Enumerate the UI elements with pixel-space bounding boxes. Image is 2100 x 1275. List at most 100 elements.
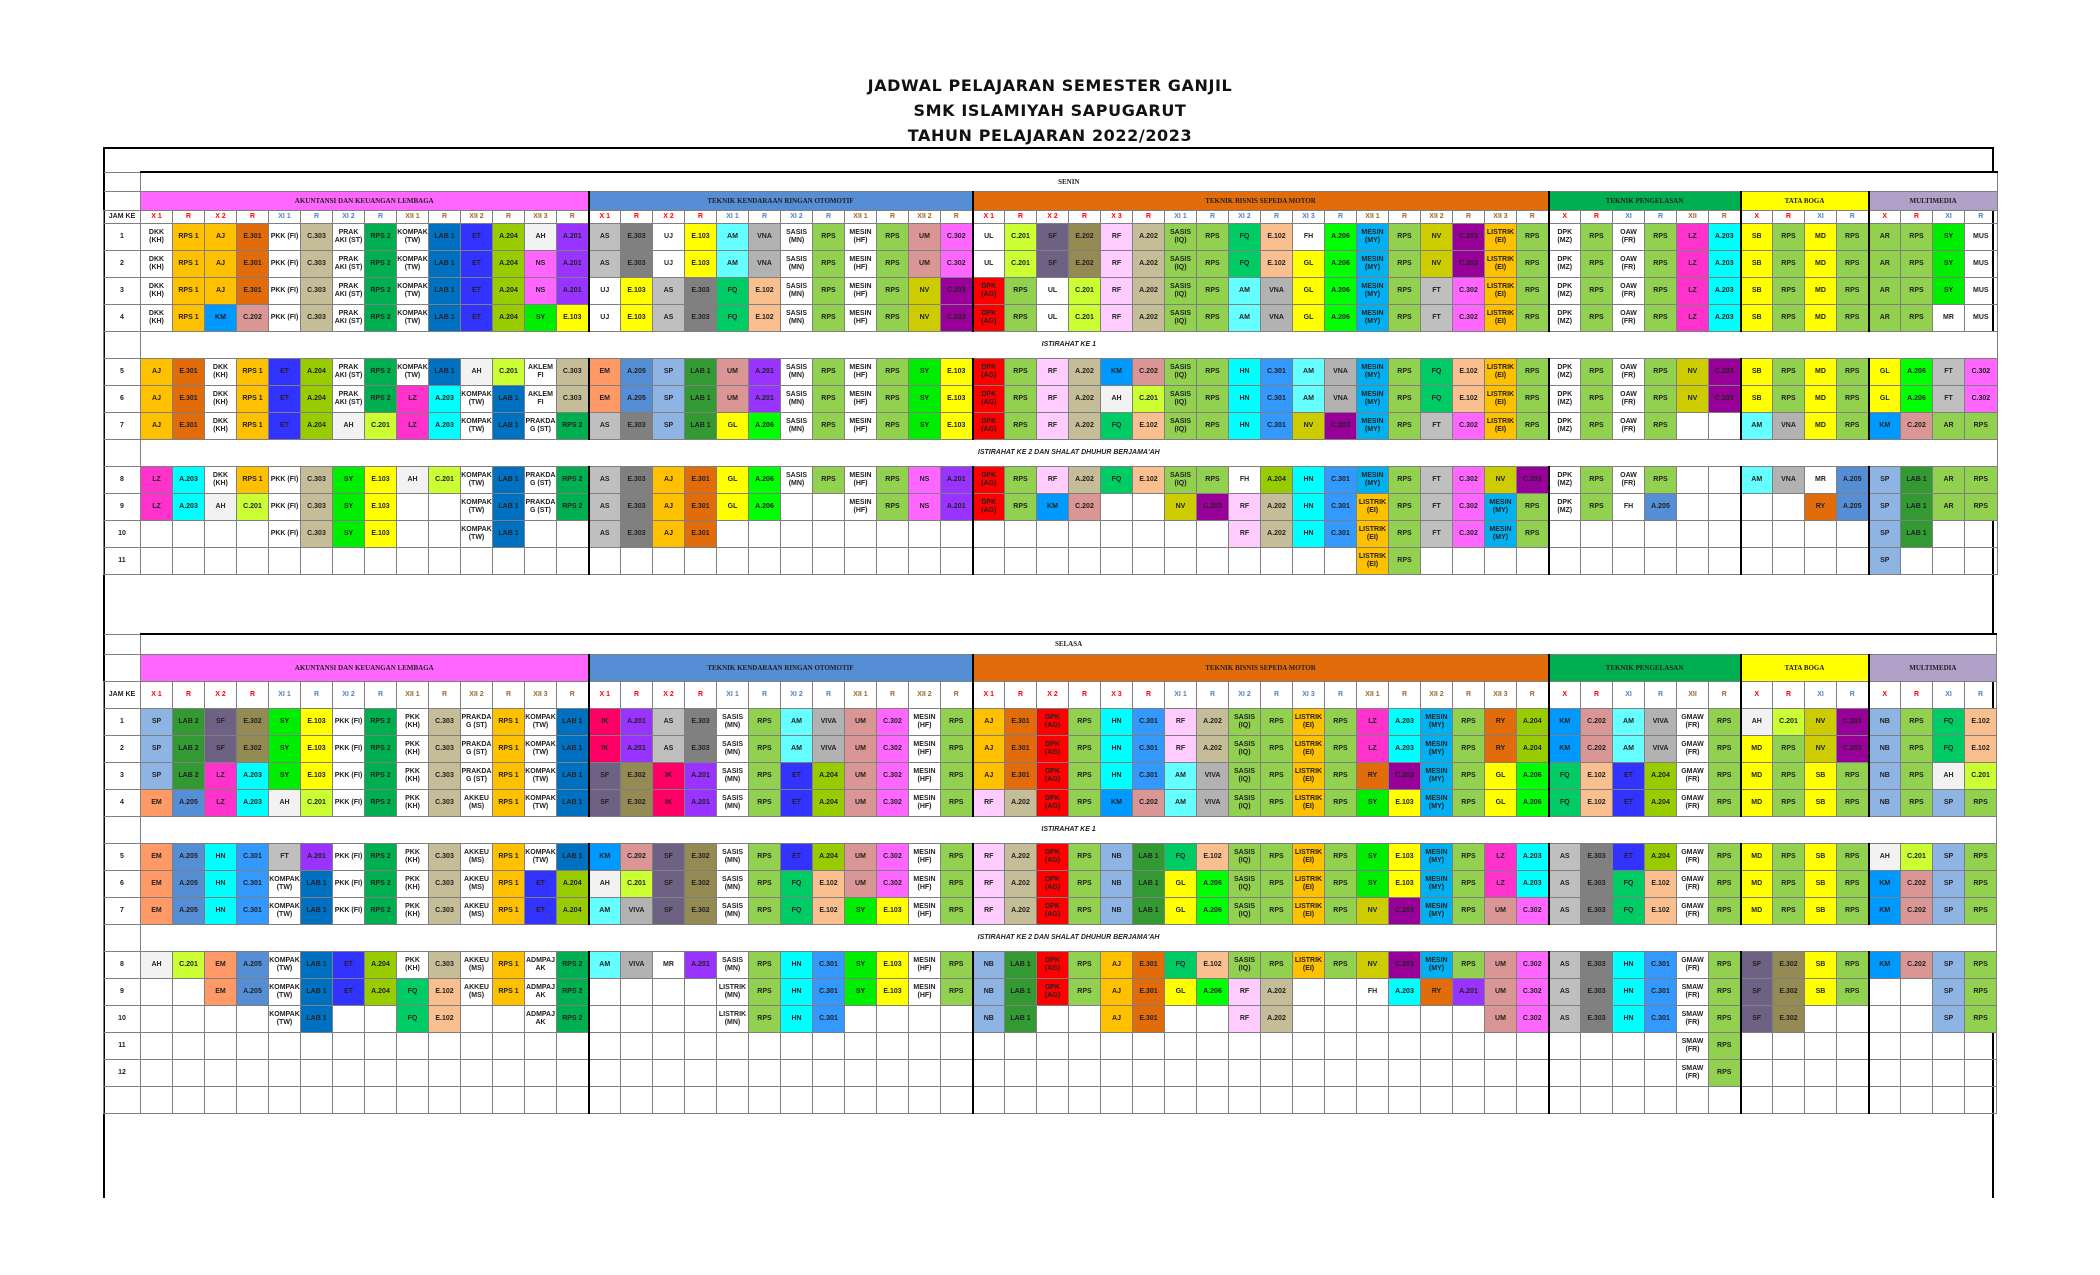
schedule-cell: UM [844,869,877,898]
schedule-cell: ET [1612,761,1645,790]
schedule-cell: RPS [1836,303,1869,332]
schedule-cell [1164,1004,1197,1033]
schedule-cell: LAB 2 [172,734,205,763]
class-column-header: XII [1676,680,1709,709]
schedule-cell: RPS 2 [556,1004,589,1033]
class-column-header: X 1 [971,680,1005,709]
schedule-cell [1420,1058,1453,1087]
schedule-cell: KM [1867,896,1901,925]
schedule-cell: A.201 [684,761,717,790]
schedule-cell: RPS [812,276,845,305]
schedule-cell [587,1031,621,1060]
schedule-cell: RPS [1836,788,1869,817]
schedule-cell: RPS [812,465,845,494]
schedule-cell: EM [204,977,237,1006]
schedule-cell: EM [140,869,173,898]
schedule-cell: RF [971,842,1005,871]
schedule-cell: SASIS (IQ) [1228,896,1261,925]
schedule-cell: E.102 [1580,788,1613,817]
class-column-header: R [748,680,781,709]
schedule-cell: RPS [1516,357,1549,386]
schedule-cell: SASIS (MN) [780,465,813,494]
schedule-cell: A.203 [428,384,461,413]
schedule-cell [1356,1085,1389,1114]
schedule-cell [1676,465,1709,494]
schedule-cell [1932,1085,1965,1114]
schedule-cell: VNA [748,249,781,278]
schedule-cell: C.202 [1580,734,1613,763]
schedule-cell: NB [971,977,1005,1006]
schedule-row: 2 SP LAB 2 SF E.302 SY E.103 PKK (FI) RPS 2 PKK (… [103,734,1998,763]
schedule-cell [492,546,525,575]
schedule-cell: LISTRIK (MN) [716,1004,749,1033]
schedule-cell: VIVA [620,950,653,979]
schedule-cell: A.205 [236,950,269,979]
jam-blank-cell [103,633,141,655]
schedule-cell: SMAW (FR) [1676,1031,1709,1060]
schedule-cell [236,1031,269,1060]
schedule-cell: SB [1804,842,1837,871]
schedule-cell: A.201 [748,384,781,413]
schedule-cell [1132,1058,1165,1087]
class-column-header: XI 2 [1228,209,1261,224]
schedule-cell [1708,546,1741,575]
schedule-cell [236,1004,269,1033]
schedule-cell [460,1004,493,1033]
schedule-cell: C.202 [236,303,269,332]
schedule-cell: RPS [1772,869,1805,898]
schedule-cell: E.103 [940,384,973,413]
schedule-cell: LAB 1 [492,519,525,548]
class-column-header: XI 1 [268,209,301,224]
class-column-header: R [620,209,653,224]
schedule-cell: ET [1612,788,1645,817]
schedule-cell: SASIS (IQ) [1164,222,1197,251]
schedule-cell [1420,1004,1453,1033]
schedule-cell [1100,546,1133,575]
schedule-cell: KM [1547,707,1581,736]
schedule-cell: RPS [1836,977,1869,1006]
schedule-cell: KOMPAK (TW) [396,276,429,305]
schedule-cell: SASIS (IQ) [1228,869,1261,898]
schedule-cell: E.301 [684,519,717,548]
schedule-cell: KM [1100,788,1133,817]
class-column-header: R [1388,209,1421,224]
schedule-cell [652,1004,685,1033]
schedule-cell [1963,1085,1998,1114]
schedule-cell: NB [971,1004,1005,1033]
schedule-cell: PKK (FI) [268,519,301,548]
jam-number: 5 [103,842,141,871]
schedule-cell: LAB 1 [556,761,589,790]
schedule-cell [876,519,909,548]
schedule-cell: RPS [1388,384,1421,413]
class-column-header: R [1772,209,1805,224]
class-column-header: R [812,680,845,709]
schedule-cell [1867,1085,1901,1114]
schedule-cell: AKKEU (MS) [460,869,493,898]
schedule-cell [1676,492,1709,521]
schedule-cell: NV [1804,734,1837,763]
schedule-cell: RPS [1900,788,1933,817]
schedule-cell: DKK (KH) [204,465,237,494]
schedule-cell: LISTRIK (EI) [1356,519,1389,548]
schedule-cell: RPS [1196,303,1229,332]
schedule-cell: DPK (MZ) [1547,222,1581,251]
schedule-cell: RPS [1580,411,1613,440]
department-header: MULTIMEDIA [1867,190,1998,211]
schedule-cell: RPS [876,249,909,278]
schedule-cell [460,1031,493,1060]
schedule-cell [556,1085,589,1114]
schedule-cell: LAB 1 [300,950,333,979]
schedule-row: 5 EM A.205 HN C.301 FT A.201 PKK (FI) RPS 2 PKK (… [103,842,1998,871]
schedule-cell: A.201 [620,734,653,763]
schedule-cell: KOMPAK (TW) [396,303,429,332]
schedule-cell [1036,519,1069,548]
schedule-cell: RPS 2 [364,788,397,817]
schedule-cell [1420,1085,1453,1114]
schedule-cell: C.302 [1452,465,1485,494]
schedule-cell: RPS [1964,411,1998,440]
class-column-header: XII 2 [908,209,941,224]
schedule-cell: LAB 1 [492,411,525,440]
schedule-cell: RPS [940,788,973,817]
schedule-cell: LAB 1 [428,276,461,305]
schedule-row: 12 SMAW (FR) RPS [103,1058,1998,1087]
